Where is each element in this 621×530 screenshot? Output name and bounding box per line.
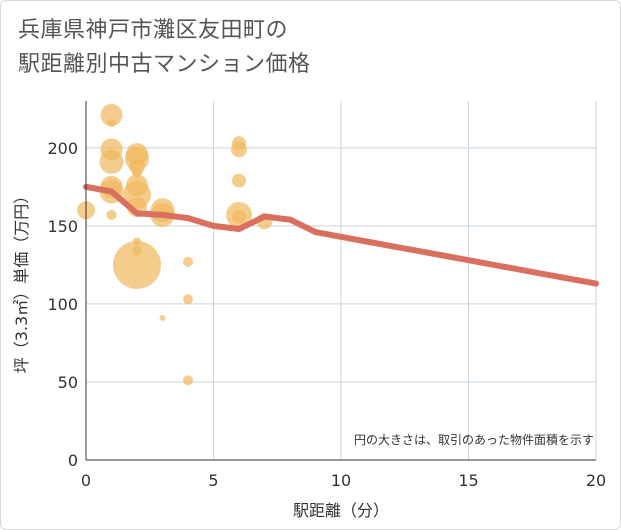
axes [85, 101, 596, 461]
bubble-point [99, 149, 124, 174]
bubble-point [183, 256, 193, 267]
y-tick-label: 50 [58, 373, 78, 392]
x-tick-label: 20 [586, 471, 606, 490]
bubble-point [183, 294, 193, 305]
trend-line [83, 183, 599, 287]
title-line-2: 駅距離別中古マンション価格 [18, 52, 311, 77]
bubble-point [106, 209, 117, 220]
bubble-point [183, 375, 193, 386]
bubble-point [113, 240, 161, 289]
y-tick-label: 100 [47, 295, 78, 314]
x-tick-labels: 0 5 10 15 20 [81, 471, 606, 490]
x-tick-label: 15 [458, 471, 478, 490]
y-tick-labels: 0 50 100 150 200 [47, 139, 78, 470]
x-tick-label: 5 [208, 471, 218, 490]
bubble-point [232, 209, 246, 224]
y-tick-label: 150 [47, 217, 78, 236]
y-axis-label: 坪（3.3㎡）単価（万円） [12, 188, 31, 373]
bubble-layer [77, 104, 273, 386]
grid-lines [86, 101, 597, 460]
chart-title: 兵庫県神戸市灘区友田町の 駅距離別中古マンション価格 [18, 14, 311, 82]
y-tick-label: 200 [47, 139, 78, 158]
x-axis-label: 駅距離（分） [293, 501, 389, 520]
y-tick-label: 0 [68, 451, 78, 470]
bubble-point [100, 104, 123, 127]
title-line-1: 兵庫県神戸市灘区友田町の [18, 18, 289, 43]
bubble-point [232, 173, 246, 188]
bubble-point [231, 141, 247, 158]
x-tick-label: 0 [81, 471, 91, 490]
x-tick-label: 10 [331, 471, 351, 490]
bubble-size-note: 円の大きさは、取引のあった物件面積を示す [354, 432, 594, 447]
bubble-point [159, 314, 166, 321]
bubble-point [107, 118, 116, 127]
